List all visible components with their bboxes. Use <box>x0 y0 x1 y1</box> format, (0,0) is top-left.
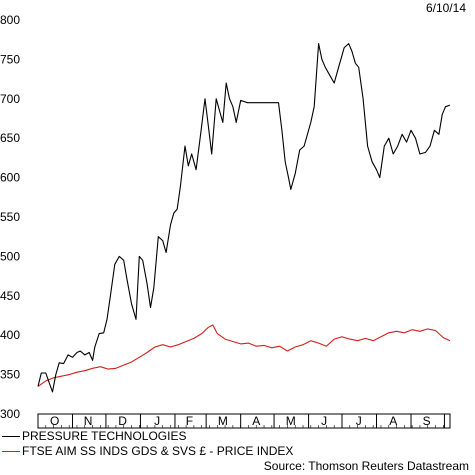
x-tick-label: F <box>186 414 193 428</box>
y-tick-label: 450 <box>0 289 20 303</box>
x-tick-label: M <box>286 414 296 428</box>
chart-date: 6/10/14 <box>425 1 466 15</box>
y-tick-label: 550 <box>0 210 20 224</box>
series-line-pressure-technologies <box>37 43 451 393</box>
legend-item-ftse-aim-index: FTSE AIM SS INDS GDS & SVS £ - PRICE IND… <box>2 444 293 458</box>
source-label: Source: Thomson Reuters Datastream <box>263 459 469 473</box>
x-axis-frame <box>37 413 451 429</box>
legend-swatch-pressure-technologies <box>2 436 20 438</box>
y-tick-label: 800 <box>0 13 20 27</box>
y-tick-label: 700 <box>0 92 20 106</box>
y-tick-label: 350 <box>0 368 20 382</box>
y-tick-label: 400 <box>0 328 20 342</box>
x-tick-label: A <box>389 414 397 428</box>
x-tick-label: O <box>50 414 59 428</box>
y-axis: 300 350 400 450 500 550 600 650 700 750 800 <box>0 13 20 421</box>
legend-label-pressure-technologies: PRESSURE TECHNOLOGIES <box>22 429 187 443</box>
series-line-ftse-aim-index <box>37 324 451 387</box>
legend-item-pressure-technologies: PRESSURE TECHNOLOGIES <box>2 429 186 443</box>
y-tick-label: 750 <box>0 52 20 66</box>
x-tick-label: S <box>423 414 431 428</box>
y-tick-label: 500 <box>0 249 20 263</box>
y-tick-label: 650 <box>0 131 20 145</box>
x-tick-label: M <box>218 414 228 428</box>
x-tick-label: J <box>356 414 362 428</box>
x-tick-label: N <box>84 414 93 428</box>
legend-label-ftse-aim-index: FTSE AIM SS INDS GDS & SVS £ - PRICE IND… <box>22 444 294 458</box>
x-tick-label: J <box>321 414 327 428</box>
x-tick-label: D <box>118 414 127 428</box>
y-tick-label: 300 <box>0 407 20 421</box>
y-tick-label: 600 <box>0 171 20 185</box>
legend-swatch-ftse-aim-index <box>2 451 20 453</box>
x-tick-label: A <box>252 414 260 428</box>
x-tick-label: J <box>154 414 160 428</box>
series-layer <box>37 43 451 393</box>
